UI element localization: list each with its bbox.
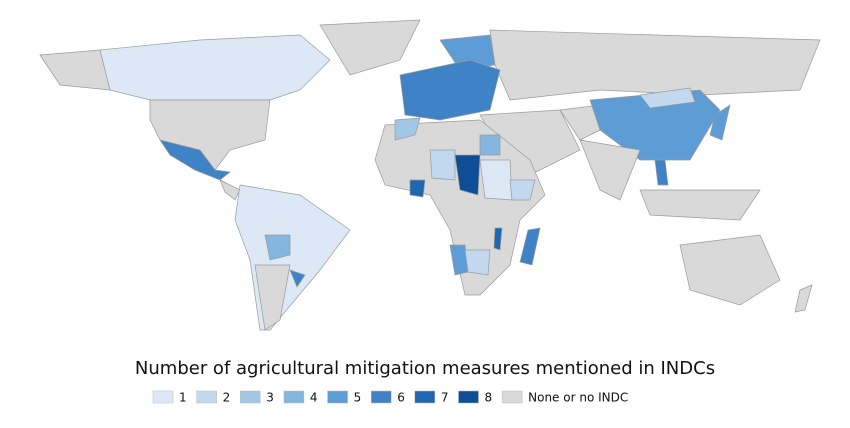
legend-swatch — [283, 390, 305, 404]
country — [639, 87, 696, 109]
legend-swatch — [458, 390, 479, 404]
country — [264, 234, 291, 261]
country — [489, 29, 821, 101]
country — [479, 134, 501, 156]
country — [399, 59, 501, 121]
country — [464, 249, 491, 276]
legend-swatch — [414, 390, 436, 404]
country — [654, 159, 669, 186]
legend-label: None or no INDC — [528, 391, 628, 405]
country — [589, 89, 721, 161]
legend-swatch — [327, 390, 348, 404]
legend-label: 2 — [223, 391, 231, 405]
country — [149, 99, 271, 171]
legend-label: 6 — [397, 391, 405, 405]
legend-swatch — [152, 390, 174, 404]
map-title: Number of agricultural mitigation measur… — [135, 358, 715, 379]
country — [319, 19, 421, 76]
country — [159, 139, 231, 181]
country — [454, 154, 481, 196]
country — [449, 244, 469, 276]
country — [709, 104, 731, 141]
country — [794, 284, 813, 313]
country — [254, 264, 291, 331]
legend-swatch — [240, 390, 261, 404]
country — [39, 49, 111, 91]
country — [639, 189, 761, 221]
legend-swatch — [370, 390, 392, 404]
country — [479, 159, 513, 201]
country — [234, 184, 351, 331]
country — [579, 139, 641, 201]
country — [429, 149, 456, 181]
country — [509, 179, 536, 201]
country — [394, 117, 421, 141]
country — [439, 34, 496, 71]
legend-label: 7 — [441, 391, 449, 405]
world-map — [39, 19, 821, 331]
legend-label: 3 — [266, 391, 274, 405]
legend: 1 2 3 4 5 6 7 8 None or no INDC — [152, 390, 628, 405]
legend-label: 5 — [354, 391, 362, 405]
legend-swatch — [196, 390, 217, 404]
country — [99, 34, 331, 101]
country — [219, 179, 241, 201]
legend-label: 1 — [179, 391, 187, 405]
country — [409, 179, 426, 198]
country — [289, 269, 306, 288]
legend-swatch — [501, 390, 523, 404]
legend-label: 4 — [310, 391, 318, 405]
country — [519, 227, 541, 266]
country — [679, 234, 781, 306]
country — [493, 227, 503, 251]
legend-label: 8 — [484, 391, 492, 405]
